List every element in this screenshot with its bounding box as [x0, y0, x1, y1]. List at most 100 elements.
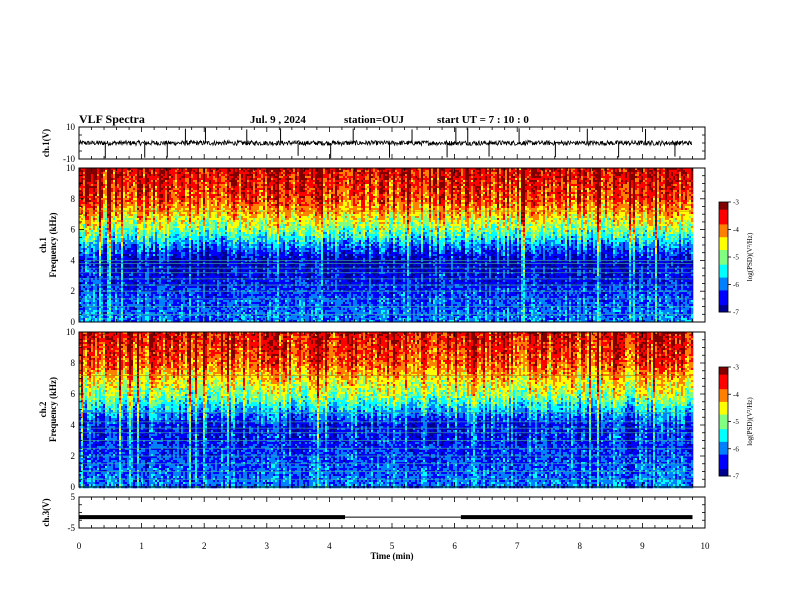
spectrogram-cell: [89, 230, 91, 232]
spectrogram-cell: [127, 316, 129, 318]
spectrogram-cell: [125, 256, 127, 258]
spectrogram-cell: [105, 264, 107, 266]
spectrogram-cell: [85, 172, 87, 174]
spectrogram-cell: [89, 282, 91, 284]
spectrogram-cell: [107, 180, 109, 182]
spectrogram-cell: [97, 196, 99, 198]
spectrogram-cell: [133, 230, 135, 232]
spectrogram-cell: [133, 236, 135, 238]
spectrogram-cell: [123, 288, 125, 290]
spectrogram-cell: [121, 224, 123, 226]
spectrogram-cell: [93, 226, 95, 228]
spectrogram-cell: [119, 276, 121, 278]
spectrogram-cell: [93, 200, 95, 202]
spectrogram-cell: [121, 246, 123, 248]
spectrogram-cell: [103, 220, 105, 222]
spectrogram-cell: [127, 228, 129, 230]
spectrogram-cell: [121, 270, 123, 272]
spectrogram-cell: [105, 216, 107, 218]
spectrogram-cell: [131, 316, 133, 318]
spectrogram-cell: [133, 302, 135, 304]
spectrogram-cell: [83, 170, 85, 172]
spectrogram-cell: [123, 192, 125, 194]
spectrogram-cell: [119, 172, 121, 174]
spectrogram-cell: [103, 280, 105, 282]
spectrogram-cell: [121, 192, 123, 194]
spectrogram-cell: [103, 178, 105, 180]
spectrogram-cell: [95, 280, 97, 282]
spectrogram-cell: [87, 220, 89, 222]
spectrogram-cell: [111, 248, 113, 250]
spectrogram-cell: [129, 188, 131, 190]
spectrogram-cell: [103, 252, 105, 254]
spectrogram-cell: [117, 180, 119, 182]
spectrogram-cell: [115, 208, 117, 210]
spectrogram-cell: [95, 248, 97, 250]
spectrogram-cell: [109, 258, 111, 260]
spectrogram-cell: [129, 220, 131, 222]
spectrogram-cell: [133, 282, 135, 284]
spectrogram-cell: [137, 220, 139, 222]
spectrogram-cell: [121, 318, 123, 320]
spectrogram-cell: [115, 300, 117, 302]
spectrogram-cell: [93, 242, 95, 244]
spectrogram-cell: [87, 190, 89, 192]
spectrogram-cell: [119, 302, 121, 304]
spectrogram-cell: [87, 318, 89, 320]
spectrogram-cell: [91, 288, 93, 290]
spectrogram-cell: [101, 230, 103, 232]
spectrogram-cell: [81, 194, 83, 196]
spectrogram-cell: [97, 280, 99, 282]
spectrogram-cell: [127, 246, 129, 248]
spectrogram-cell: [99, 292, 101, 294]
spectrogram-cell: [129, 256, 131, 258]
spectrogram-cell: [85, 274, 87, 276]
spectrogram-cell: [91, 232, 93, 234]
spectrogram-cell: [129, 270, 131, 272]
spectrogram-cell: [99, 300, 101, 302]
spectrogram-cell: [101, 190, 103, 192]
spectrogram-cell: [133, 250, 135, 252]
spectrogram-cell: [105, 274, 107, 276]
spectrogram-cell: [135, 208, 137, 210]
spectrogram-cell: [87, 286, 89, 288]
spectrogram-cell: [83, 274, 85, 276]
spectrogram-cell: [85, 182, 87, 184]
spectrogram-cell: [119, 292, 121, 294]
spectrogram-cell: [105, 258, 107, 260]
spectrogram-cell: [129, 180, 131, 182]
spectrogram-cell: [135, 316, 137, 318]
spectrogram-cell: [101, 270, 103, 272]
spectrogram-cell: [97, 308, 99, 310]
spectrogram-cell: [137, 252, 139, 254]
spectrogram-cell: [91, 310, 93, 312]
spectrogram-cell: [111, 170, 113, 172]
spectrogram-cell: [117, 248, 119, 250]
spectrogram-cell: [93, 208, 95, 210]
spectrogram-cell: [131, 196, 133, 198]
spectrogram-cell: [87, 182, 89, 184]
spectrogram-cell: [135, 196, 137, 198]
spectrogram-cell: [135, 174, 137, 176]
spectrogram-cell: [115, 178, 117, 180]
spectrogram-cell: [95, 308, 97, 310]
spectrogram-cell: [113, 228, 115, 230]
spectrogram-cell: [105, 198, 107, 200]
spectrogram-cell: [81, 176, 83, 178]
spectrogram-cell: [111, 186, 113, 188]
spectrogram-cell: [131, 180, 133, 182]
spectrogram-cell: [107, 244, 109, 246]
spectrogram-cell: [95, 222, 97, 224]
spectrogram-cell: [85, 200, 87, 202]
spectrogram-cell: [133, 258, 135, 260]
spectrogram-cell: [85, 218, 87, 220]
spectrogram-cell: [117, 254, 119, 256]
spectrogram-cell: [131, 276, 133, 278]
spectrogram-cell: [95, 230, 97, 232]
spectrogram-cell: [133, 318, 135, 320]
spectrogram-cell: [89, 194, 91, 196]
spectrogram-cell: [101, 234, 103, 236]
spectrogram-cell: [113, 292, 115, 294]
spectrogram-cell: [93, 182, 95, 184]
spectrogram-cell: [85, 212, 87, 214]
